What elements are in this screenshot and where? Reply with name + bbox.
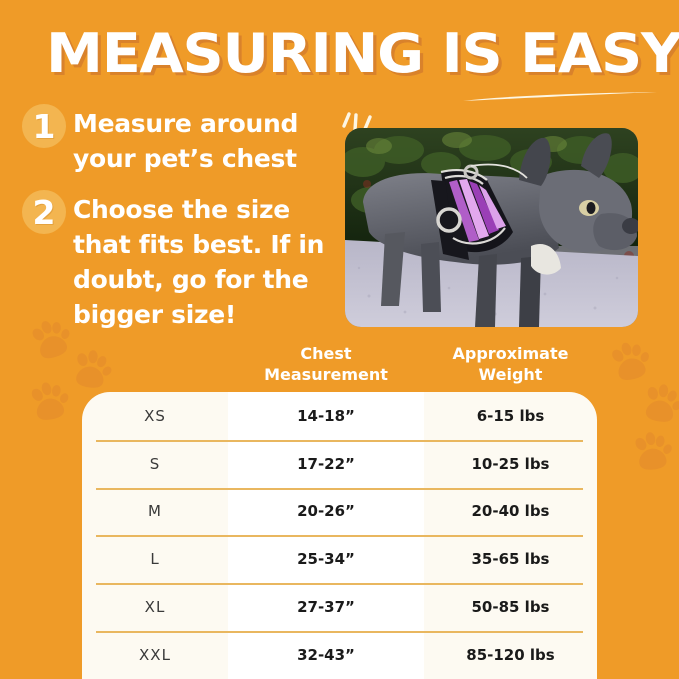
step-2-number: 2: [32, 192, 56, 232]
cell-size: XS: [144, 406, 166, 425]
table-row: XL 27-37” 50-85 lbs: [82, 583, 597, 631]
table-header-weight-line2: Weight: [478, 365, 543, 384]
step-1-number: 1: [32, 106, 56, 146]
cell-size: S: [149, 454, 161, 473]
cell-weight: 35-65 lbs: [471, 550, 550, 569]
table-header-size: [82, 343, 228, 389]
step-2: 2 Choose the size that fits best. If in …: [22, 190, 343, 332]
step-2-badge: 2: [22, 190, 66, 234]
paw-print-icon: [22, 376, 75, 429]
cell-size: M: [148, 502, 162, 521]
step-1-text: Measure around your pet’s chest: [73, 109, 299, 173]
cell-weight: 10-25 lbs: [471, 454, 550, 473]
table-header-weight-line1: Approximate: [452, 344, 569, 363]
size-chart-table: XS 14-18” 6-15 lbs S 17-22” 10-25 lbs M …: [82, 392, 597, 679]
step-1: 1 Measure around your pet’s chest: [22, 104, 343, 176]
cell-weight: 50-85 lbs: [471, 598, 550, 617]
cell-chest: 17-22”: [297, 454, 355, 473]
cell-chest: 27-37”: [297, 598, 355, 617]
dog-harness-photo: [345, 128, 638, 327]
paw-print-icon: [22, 312, 80, 370]
table-row: L 25-34” 35-65 lbs: [82, 535, 597, 583]
paw-print-icon: [627, 428, 678, 479]
cell-weight: 20-40 lbs: [471, 502, 550, 521]
table-header-row: Chest Measurement Approximate Weight: [82, 343, 597, 389]
table-header-chest-line2: Measurement: [264, 365, 388, 384]
cell-chest: 14-18”: [297, 406, 355, 425]
paw-print-icon: [65, 345, 117, 397]
cell-size: XXL: [139, 645, 171, 664]
cell-size: L: [150, 550, 160, 569]
cell-chest: 32-43”: [297, 645, 355, 664]
table-row: XXL 32-43” 85-120 lbs: [82, 630, 597, 679]
cell-chest: 25-34”: [297, 550, 355, 569]
table-row: M 20-26” 20-40 lbs: [82, 487, 597, 536]
step-1-badge: 1: [22, 104, 66, 148]
cell-weight: 85-120 lbs: [466, 645, 555, 664]
cell-size: XL: [144, 598, 166, 617]
paw-print-icon: [634, 378, 679, 431]
page-title: MEASURING IS EASY!: [46, 22, 679, 85]
table-header-chest-line1: Chest: [300, 344, 352, 363]
paw-print-icon: [602, 335, 658, 391]
table-row: XS 14-18” 6-15 lbs: [82, 392, 597, 440]
cell-weight: 6-15 lbs: [476, 406, 545, 425]
step-2-text: Choose the size that fits best. If in do…: [73, 195, 325, 329]
table-header-weight: Approximate Weight: [424, 343, 597, 389]
cell-chest: 20-26”: [297, 502, 355, 521]
table-row: S 17-22” 10-25 lbs: [82, 439, 597, 488]
swoosh-underline-icon: [462, 92, 658, 102]
table-header-chest: Chest Measurement: [228, 343, 424, 389]
sparkle-icon: [340, 104, 374, 138]
